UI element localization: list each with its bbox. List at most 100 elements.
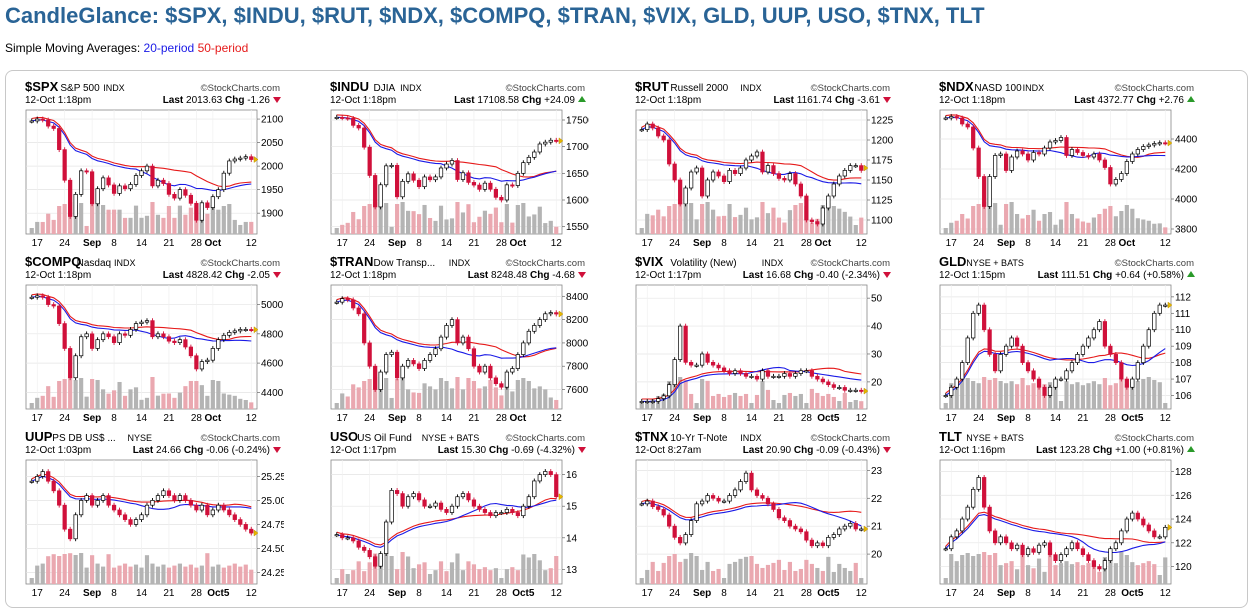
candle bbox=[727, 493, 732, 504]
volume-bar bbox=[488, 570, 493, 584]
candle bbox=[455, 494, 460, 509]
candle bbox=[411, 357, 416, 367]
chart-ndx[interactable]: $NDX NASD 100 INDX ©StockCharts.com 12-Oct 1… bbox=[936, 80, 1198, 251]
volume-bar bbox=[982, 202, 987, 234]
candle bbox=[378, 182, 383, 210]
candle bbox=[727, 368, 732, 376]
chart-symbol: $VIX bbox=[635, 255, 664, 269]
candle bbox=[205, 502, 210, 518]
chart-indu[interactable]: $INDU DJIA INDX ©StockCharts.com 12-Oct 1:18… bbox=[327, 80, 589, 251]
candle bbox=[345, 115, 350, 121]
candle bbox=[488, 180, 493, 192]
chart-tlt[interactable]: TLT NYSE + BATS ©StockCharts.com 12-Oct 1:1… bbox=[936, 430, 1198, 601]
candle bbox=[227, 329, 232, 338]
last-value-marker bbox=[1167, 301, 1173, 309]
volume-bar bbox=[853, 562, 858, 584]
candle bbox=[982, 174, 987, 209]
candle bbox=[416, 491, 422, 503]
chart-gld[interactable]: GLD NYSE + BATS ©StockCharts.com 12-Oct 1:1… bbox=[936, 255, 1198, 426]
volume-bar bbox=[57, 381, 62, 409]
candle bbox=[150, 318, 155, 340]
candle bbox=[427, 352, 433, 363]
candle bbox=[216, 337, 221, 351]
candle bbox=[378, 551, 383, 569]
volume-bar bbox=[650, 561, 655, 584]
chart-tran[interactable]: $TRAN Dow Transp... INDX ©StockCharts.com 12… bbox=[327, 255, 589, 426]
candle bbox=[1146, 522, 1151, 534]
chart-tnx[interactable]: $TNX 10-Yr T-Note INDX ©StockCharts.com 12-O… bbox=[632, 430, 894, 601]
candle bbox=[433, 346, 438, 357]
candle bbox=[493, 186, 498, 200]
volume-bar bbox=[1157, 223, 1162, 234]
candle bbox=[993, 153, 998, 179]
candle bbox=[949, 114, 954, 121]
volume-bar bbox=[510, 567, 515, 584]
y-tick-label: 15500 bbox=[566, 222, 589, 233]
volume-bar bbox=[345, 574, 350, 584]
candle bbox=[859, 163, 864, 173]
candle bbox=[1047, 384, 1053, 398]
volume-bar bbox=[177, 563, 182, 584]
candle bbox=[351, 535, 356, 544]
candle bbox=[667, 512, 672, 529]
volume-bar bbox=[943, 228, 948, 234]
volume-bar bbox=[515, 380, 520, 409]
volume-bar bbox=[1075, 218, 1080, 234]
candle bbox=[73, 353, 78, 381]
volume-bar bbox=[532, 214, 537, 234]
volume-bar bbox=[416, 564, 422, 584]
candle bbox=[188, 344, 193, 359]
volume-bar bbox=[738, 214, 743, 234]
volume-bar bbox=[1163, 227, 1168, 234]
candle bbox=[842, 168, 847, 179]
volume-bar bbox=[499, 222, 504, 234]
candle bbox=[1091, 327, 1097, 341]
y-tick-label: 7600 bbox=[566, 385, 589, 396]
chart-vix[interactable]: $VIX Volatility (New) INDX ©StockCharts.com… bbox=[632, 255, 894, 426]
candle bbox=[645, 121, 650, 132]
volume-bar bbox=[101, 389, 106, 409]
volume-bar bbox=[205, 395, 210, 409]
chart-uso[interactable]: USO US Oil Fund NYSE + BATS ©StockCharts.co… bbox=[327, 430, 589, 601]
volume-bar bbox=[1075, 562, 1080, 584]
volume-bar bbox=[1108, 206, 1113, 234]
chart-exchange: INDX bbox=[740, 433, 762, 443]
volume-bar bbox=[1124, 384, 1129, 409]
candle bbox=[422, 174, 427, 190]
volume-bar bbox=[40, 563, 45, 584]
candle bbox=[656, 396, 661, 404]
stockcharts-brand: ©StockCharts.com bbox=[201, 433, 280, 444]
candle bbox=[1163, 302, 1168, 308]
stockcharts-brand: ©StockCharts.com bbox=[811, 433, 890, 444]
volume-bar bbox=[798, 568, 803, 584]
chart-uup[interactable]: UUP PS DB US$ ... NYSE ©StockCharts.com 12-O… bbox=[22, 430, 284, 601]
candle bbox=[334, 299, 339, 305]
chart-timestamp: 12-Oct 1:18pm bbox=[25, 270, 91, 281]
chart-name: PS DB US$ ... bbox=[52, 433, 115, 444]
volume-bar bbox=[455, 202, 460, 234]
chart-rut[interactable]: $RUT Russell 2000 INDX ©StockCharts.com 12-O… bbox=[632, 80, 894, 251]
volume-bar bbox=[57, 556, 62, 584]
y-tick-label: 14 bbox=[566, 533, 578, 544]
volume-bar bbox=[504, 569, 509, 584]
candle bbox=[106, 175, 111, 188]
candle bbox=[57, 126, 62, 153]
volume-bar bbox=[433, 389, 438, 409]
volume-bar bbox=[90, 555, 95, 584]
x-tick-label: 28 bbox=[801, 413, 813, 424]
volume-bar bbox=[727, 394, 732, 409]
volume-bar bbox=[798, 393, 803, 409]
volume-bar bbox=[139, 399, 144, 409]
chart-spx[interactable]: $SPX S&P 500 INDX ©StockCharts.com 12-Oct 1:… bbox=[22, 80, 284, 251]
candle bbox=[526, 494, 531, 509]
volume-bar bbox=[809, 222, 814, 234]
candle bbox=[1075, 147, 1080, 155]
volume-bar bbox=[488, 380, 493, 409]
volume-bar bbox=[238, 398, 243, 409]
x-tick-label: 8 bbox=[721, 238, 727, 249]
volume-bar bbox=[367, 562, 372, 584]
volume-bar bbox=[79, 203, 84, 234]
volume-bar bbox=[334, 403, 339, 409]
volume-bar bbox=[238, 224, 243, 234]
